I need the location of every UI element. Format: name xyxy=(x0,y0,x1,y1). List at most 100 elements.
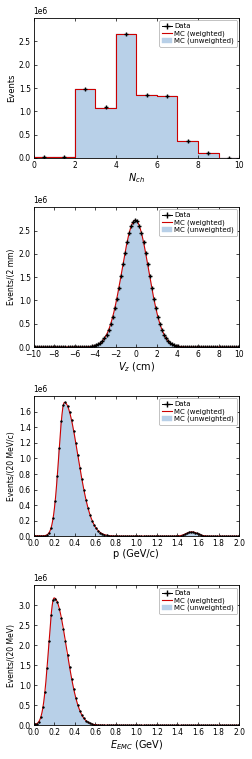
Bar xyxy=(188,533,190,536)
Bar xyxy=(157,317,159,347)
Bar xyxy=(79,468,81,536)
Bar xyxy=(153,298,155,347)
Bar xyxy=(48,641,50,726)
Bar xyxy=(101,341,104,347)
Bar xyxy=(151,288,153,347)
Bar xyxy=(104,339,106,347)
Bar xyxy=(136,95,157,158)
Bar xyxy=(175,346,177,347)
Bar xyxy=(159,324,161,347)
Bar xyxy=(142,242,145,347)
X-axis label: $N_{ch}$: $N_{ch}$ xyxy=(128,171,145,185)
Bar xyxy=(69,412,71,536)
Y-axis label: Events/(20 MeV/c): Events/(20 MeV/c) xyxy=(7,431,16,501)
Bar xyxy=(40,717,42,726)
Bar xyxy=(177,140,198,158)
Bar xyxy=(136,222,138,347)
Bar xyxy=(108,330,110,347)
Bar xyxy=(149,276,151,347)
Text: (c): (c) xyxy=(215,402,231,415)
Bar xyxy=(67,406,69,536)
Bar xyxy=(97,531,99,536)
Bar xyxy=(52,518,54,536)
Bar xyxy=(169,343,171,347)
Bar xyxy=(155,308,157,347)
Bar xyxy=(77,705,79,726)
X-axis label: $V_z$ (cm): $V_z$ (cm) xyxy=(118,361,155,374)
Bar xyxy=(132,222,134,347)
Bar xyxy=(54,501,56,536)
Bar xyxy=(122,264,124,347)
Bar xyxy=(171,345,173,347)
Bar xyxy=(145,253,147,347)
X-axis label: $E_{EMC}$ (GeV): $E_{EMC}$ (GeV) xyxy=(110,739,163,752)
Bar xyxy=(198,153,218,158)
Bar xyxy=(69,667,71,726)
Bar xyxy=(114,308,116,347)
Bar xyxy=(34,157,54,158)
Bar xyxy=(85,500,87,536)
Bar xyxy=(50,616,52,726)
Bar xyxy=(58,448,60,536)
Bar xyxy=(198,534,200,536)
Bar xyxy=(118,288,120,347)
Bar xyxy=(85,721,87,726)
Bar xyxy=(165,339,167,347)
Bar xyxy=(190,532,192,536)
Bar xyxy=(200,535,202,536)
Bar xyxy=(99,533,101,536)
Bar xyxy=(104,534,106,536)
Bar xyxy=(50,528,52,536)
Bar xyxy=(89,515,91,536)
Bar xyxy=(79,710,81,726)
Bar xyxy=(48,533,50,536)
Bar xyxy=(186,534,188,536)
Bar xyxy=(89,723,91,726)
X-axis label: p (GeV/c): p (GeV/c) xyxy=(113,550,159,559)
Bar xyxy=(34,724,36,726)
Bar xyxy=(124,253,126,347)
Bar xyxy=(62,629,65,726)
Bar xyxy=(60,421,62,536)
Bar xyxy=(44,691,46,726)
Bar xyxy=(130,226,132,347)
Bar xyxy=(75,698,77,726)
Bar xyxy=(99,343,101,347)
Bar xyxy=(91,724,93,726)
Bar xyxy=(140,233,142,347)
Bar xyxy=(54,598,56,726)
Bar xyxy=(196,534,198,536)
Bar xyxy=(91,521,93,536)
Bar xyxy=(167,341,169,347)
Bar xyxy=(38,722,40,726)
Bar xyxy=(116,34,136,158)
Bar xyxy=(95,108,116,158)
Text: (d): (d) xyxy=(214,591,231,604)
Bar xyxy=(87,509,89,536)
Legend: Data, MC (weighted), MC (unweighted): Data, MC (weighted), MC (unweighted) xyxy=(159,209,237,236)
Bar xyxy=(73,689,75,726)
Y-axis label: Events: Events xyxy=(7,74,16,102)
Bar xyxy=(192,532,194,536)
Bar xyxy=(67,654,69,726)
Bar xyxy=(157,96,177,158)
Y-axis label: Events/(20 MeV): Events/(20 MeV) xyxy=(7,624,16,687)
Bar xyxy=(128,233,130,347)
Bar xyxy=(194,533,196,536)
Bar xyxy=(181,535,184,536)
Bar xyxy=(54,156,75,158)
Bar xyxy=(81,715,83,726)
Legend: Data, MC (weighted), MC (unweighted): Data, MC (weighted), MC (unweighted) xyxy=(159,587,237,614)
Bar xyxy=(93,525,95,536)
Text: (b): (b) xyxy=(214,213,231,226)
Bar xyxy=(116,298,118,347)
Bar xyxy=(87,723,89,726)
Bar xyxy=(75,89,95,158)
Bar xyxy=(106,535,108,536)
Bar xyxy=(60,618,62,726)
Bar xyxy=(120,276,122,347)
Bar xyxy=(62,405,65,536)
Bar xyxy=(134,220,136,347)
Bar xyxy=(126,242,128,347)
Bar xyxy=(77,455,79,536)
